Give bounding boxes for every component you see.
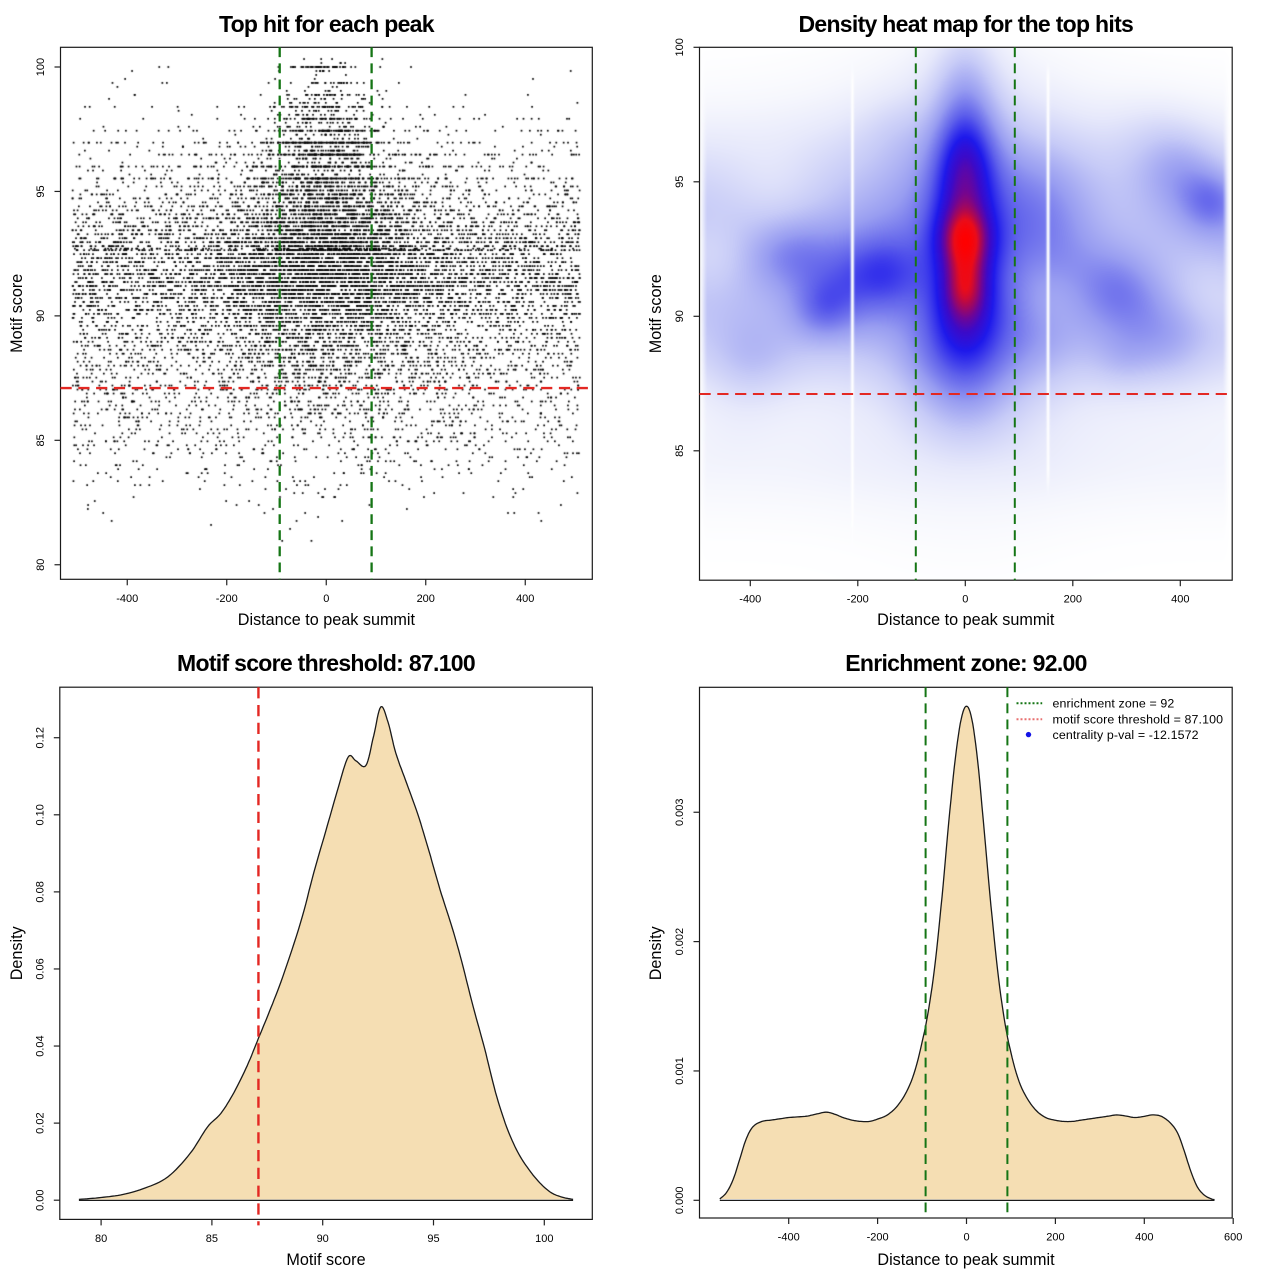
svg-text:95: 95 [674,176,686,188]
svg-text:Distance to peak summit: Distance to peak summit [877,1251,1055,1269]
svg-text:400: 400 [1135,1232,1153,1244]
svg-text:0.002: 0.002 [674,928,686,956]
svg-text:-200: -200 [216,593,238,605]
svg-text:0: 0 [963,1232,969,1244]
svg-text:400: 400 [516,593,534,605]
svg-text:0.08: 0.08 [34,881,46,902]
svg-text:Enrichment zone: 92.00: Enrichment zone: 92.00 [845,650,1087,676]
svg-text:200: 200 [1046,1232,1064,1244]
svg-text:85: 85 [35,434,47,446]
svg-text:0.04: 0.04 [34,1035,46,1056]
svg-text:0.000: 0.000 [674,1187,686,1215]
svg-text:0.02: 0.02 [34,1112,46,1133]
svg-text:-400: -400 [116,593,138,605]
svg-text:400: 400 [1171,594,1189,606]
svg-text:enrichment zone = 92: enrichment zone = 92 [1053,696,1175,710]
svg-text:centrality p-val = -12.1572: centrality p-val = -12.1572 [1053,728,1199,742]
svg-text:200: 200 [417,593,435,605]
svg-text:100: 100 [535,1233,553,1245]
svg-text:0.12: 0.12 [34,727,46,748]
svg-text:0.06: 0.06 [34,958,46,979]
svg-text:Motif score: Motif score [647,274,665,353]
svg-text:Motif score: Motif score [8,274,26,353]
svg-text:0.00: 0.00 [34,1189,46,1210]
svg-text:0: 0 [962,594,968,606]
svg-text:200: 200 [1064,594,1082,606]
svg-text:80: 80 [95,1233,107,1245]
svg-text:90: 90 [674,310,686,322]
svg-text:Distance to peak summit: Distance to peak summit [238,611,416,629]
svg-text:95: 95 [35,185,47,197]
svg-text:90: 90 [317,1233,329,1245]
svg-text:-400: -400 [739,594,761,606]
svg-text:-200: -200 [847,594,869,606]
svg-text:0.003: 0.003 [674,798,686,826]
svg-text:85: 85 [206,1233,218,1245]
svg-text:85: 85 [674,445,686,457]
svg-text:100: 100 [35,58,47,76]
svg-text:100: 100 [674,38,686,56]
svg-text:-200: -200 [867,1232,889,1244]
svg-text:90: 90 [35,310,47,322]
svg-text:80: 80 [35,559,47,571]
svg-text:Density: Density [647,925,665,980]
svg-text:Top hit for each peak: Top hit for each peak [219,11,435,37]
svg-text:Density heat map for the top h: Density heat map for the top hits [798,11,1133,37]
svg-text:Distance to peak summit: Distance to peak summit [877,611,1055,629]
svg-text:0: 0 [323,593,329,605]
svg-text:0.001: 0.001 [674,1057,686,1085]
svg-text:motif score threshold = 87.100: motif score threshold = 87.100 [1053,712,1224,726]
svg-text:-400: -400 [778,1232,800,1244]
svg-text:600: 600 [1224,1232,1242,1244]
svg-text:Density: Density [8,925,26,980]
svg-text:Motif score: Motif score [286,1251,365,1269]
svg-text:Motif score threshold: 87.100: Motif score threshold: 87.100 [177,650,475,676]
svg-text:0.10: 0.10 [34,804,46,825]
svg-text:95: 95 [427,1233,439,1245]
